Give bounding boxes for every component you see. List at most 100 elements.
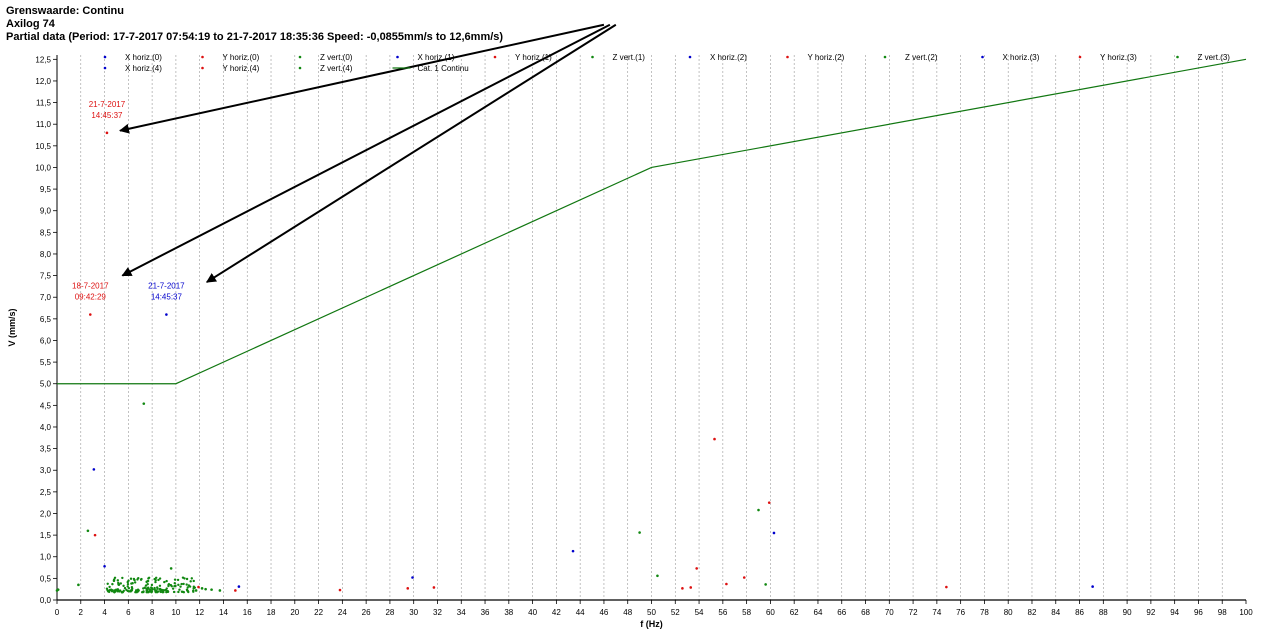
data-point-z-cluster <box>173 584 176 588</box>
x-tick-label: 56 <box>718 608 727 617</box>
data-point-y <box>234 589 237 592</box>
data-point-z-cluster <box>156 586 159 589</box>
data-point-z-cluster <box>178 588 181 591</box>
data-point-z-cluster <box>126 582 130 586</box>
data-point-y <box>432 586 436 589</box>
legend-dot-marker <box>103 55 107 59</box>
x-tick-label: 82 <box>1028 608 1037 617</box>
data-point-y <box>406 587 410 590</box>
data-point-z-cluster <box>161 590 164 594</box>
y-axis-label: V (mm/s) <box>7 308 17 346</box>
data-point-z-cluster <box>164 588 168 592</box>
data-point-z-cluster <box>111 582 114 586</box>
legend-entry-label: Z vert.(2) <box>905 53 938 62</box>
data-point-y <box>742 576 746 579</box>
x-tick-label: 20 <box>290 608 299 617</box>
data-point-z-cluster <box>153 577 156 581</box>
data-point-z <box>194 589 198 592</box>
x-tick-label: 92 <box>1146 608 1155 617</box>
y-tick-label: 2,5 <box>40 488 52 497</box>
data-point-z-cluster <box>135 589 139 592</box>
data-point-z-cluster <box>105 587 109 590</box>
data-point-z-cluster <box>106 590 110 593</box>
y-tick-label: 9,0 <box>40 207 52 216</box>
y-tick-label: 7,5 <box>40 272 52 281</box>
legend-entry-label: X horiz.(0) <box>125 53 162 62</box>
y-tick-label: 6,5 <box>40 315 52 324</box>
data-point-z-cluster <box>128 590 131 593</box>
x-tick-label: 30 <box>409 608 418 617</box>
data-point-z-cluster <box>171 587 175 590</box>
data-point-z-cluster <box>154 580 157 584</box>
legend-dot-marker <box>396 55 399 59</box>
data-point-z-cluster <box>114 588 118 591</box>
y-tick-label: 3,0 <box>40 466 52 475</box>
legend-entry-label: Y horiz.(0) <box>223 53 260 62</box>
legend-entry-label: Y horiz.(1) <box>515 53 552 62</box>
legend-entry-label: Z vert.(4) <box>320 64 353 73</box>
data-point-z <box>204 587 207 591</box>
data-point-z-cluster <box>173 578 177 581</box>
data-point-z-cluster <box>162 588 166 592</box>
data-point-z-cluster <box>130 589 134 592</box>
annotation-time: 09:42:29 <box>75 293 107 302</box>
x-tick-label: 16 <box>243 608 252 617</box>
legend-dot-marker <box>201 55 204 59</box>
x-tick-label: 86 <box>1075 608 1084 617</box>
data-point-z-cluster <box>158 577 162 580</box>
data-point-z-cluster <box>157 590 160 593</box>
chart-subtitle-device: Axilog 74 <box>6 18 55 30</box>
data-point-z-cluster <box>177 590 180 594</box>
x-tick-label: 78 <box>980 608 989 617</box>
y-tick-label: 12,5 <box>35 55 51 64</box>
annotation-date: 18-7-2017 <box>72 282 109 291</box>
data-point-z <box>56 588 60 591</box>
annotation-time: 14:45:37 <box>151 293 183 302</box>
data-point-z-cluster <box>146 582 149 586</box>
x-tick-label: 72 <box>909 608 918 617</box>
annotation-date: 21-7-2017 <box>148 282 185 291</box>
data-point-z-cluster <box>154 590 157 594</box>
x-tick-label: 10 <box>171 608 180 617</box>
data-point-z-cluster <box>189 580 192 583</box>
data-point-z-cluster <box>192 589 195 592</box>
x-tick-label: 6 <box>126 608 131 617</box>
data-point-z-cluster <box>160 588 164 592</box>
data-point-z-cluster <box>166 590 170 593</box>
data-point-z-cluster <box>116 579 120 582</box>
data-point-x <box>1091 585 1094 588</box>
data-point-z-cluster <box>137 576 140 580</box>
x-tick-label: 18 <box>267 608 276 617</box>
data-point-z-cluster <box>147 576 151 579</box>
x-tick-label: 44 <box>576 608 585 617</box>
data-point-x <box>103 564 106 568</box>
x-tick-label: 96 <box>1194 608 1203 617</box>
data-point-z-cluster <box>192 585 196 588</box>
legend-entry-label: Cat. 1 Continu <box>418 64 469 73</box>
y-tick-label: 1,0 <box>40 553 52 562</box>
data-point-z-cluster <box>153 586 156 590</box>
x-tick-label: 100 <box>1239 608 1253 617</box>
y-tick-label: 4,0 <box>40 423 52 432</box>
x-axis-label: f (Hz) <box>640 619 663 629</box>
data-point-z-cluster <box>110 590 114 593</box>
y-tick-label: 5,5 <box>40 358 52 367</box>
x-tick-label: 54 <box>695 608 704 617</box>
data-point-z-cluster <box>139 578 143 581</box>
data-point-z-cluster <box>163 580 166 584</box>
data-point-z-cluster <box>112 579 116 582</box>
x-tick-label: 28 <box>385 608 394 617</box>
legend-entry-label: Z vert.(0) <box>320 53 353 62</box>
y-tick-label: 8,5 <box>40 228 52 237</box>
data-point-z-cluster <box>132 577 136 581</box>
data-point-y <box>695 567 698 570</box>
legend-entry-label: Z vert.(3) <box>1198 53 1231 62</box>
data-point-z-cluster <box>165 579 168 583</box>
data-point-y <box>713 437 716 441</box>
data-point-z-cluster <box>157 578 160 582</box>
y-tick-label: 11,0 <box>36 120 52 129</box>
x-tick-label: 98 <box>1218 608 1227 617</box>
data-point-z <box>169 567 173 570</box>
legend-dot-marker <box>493 55 497 59</box>
